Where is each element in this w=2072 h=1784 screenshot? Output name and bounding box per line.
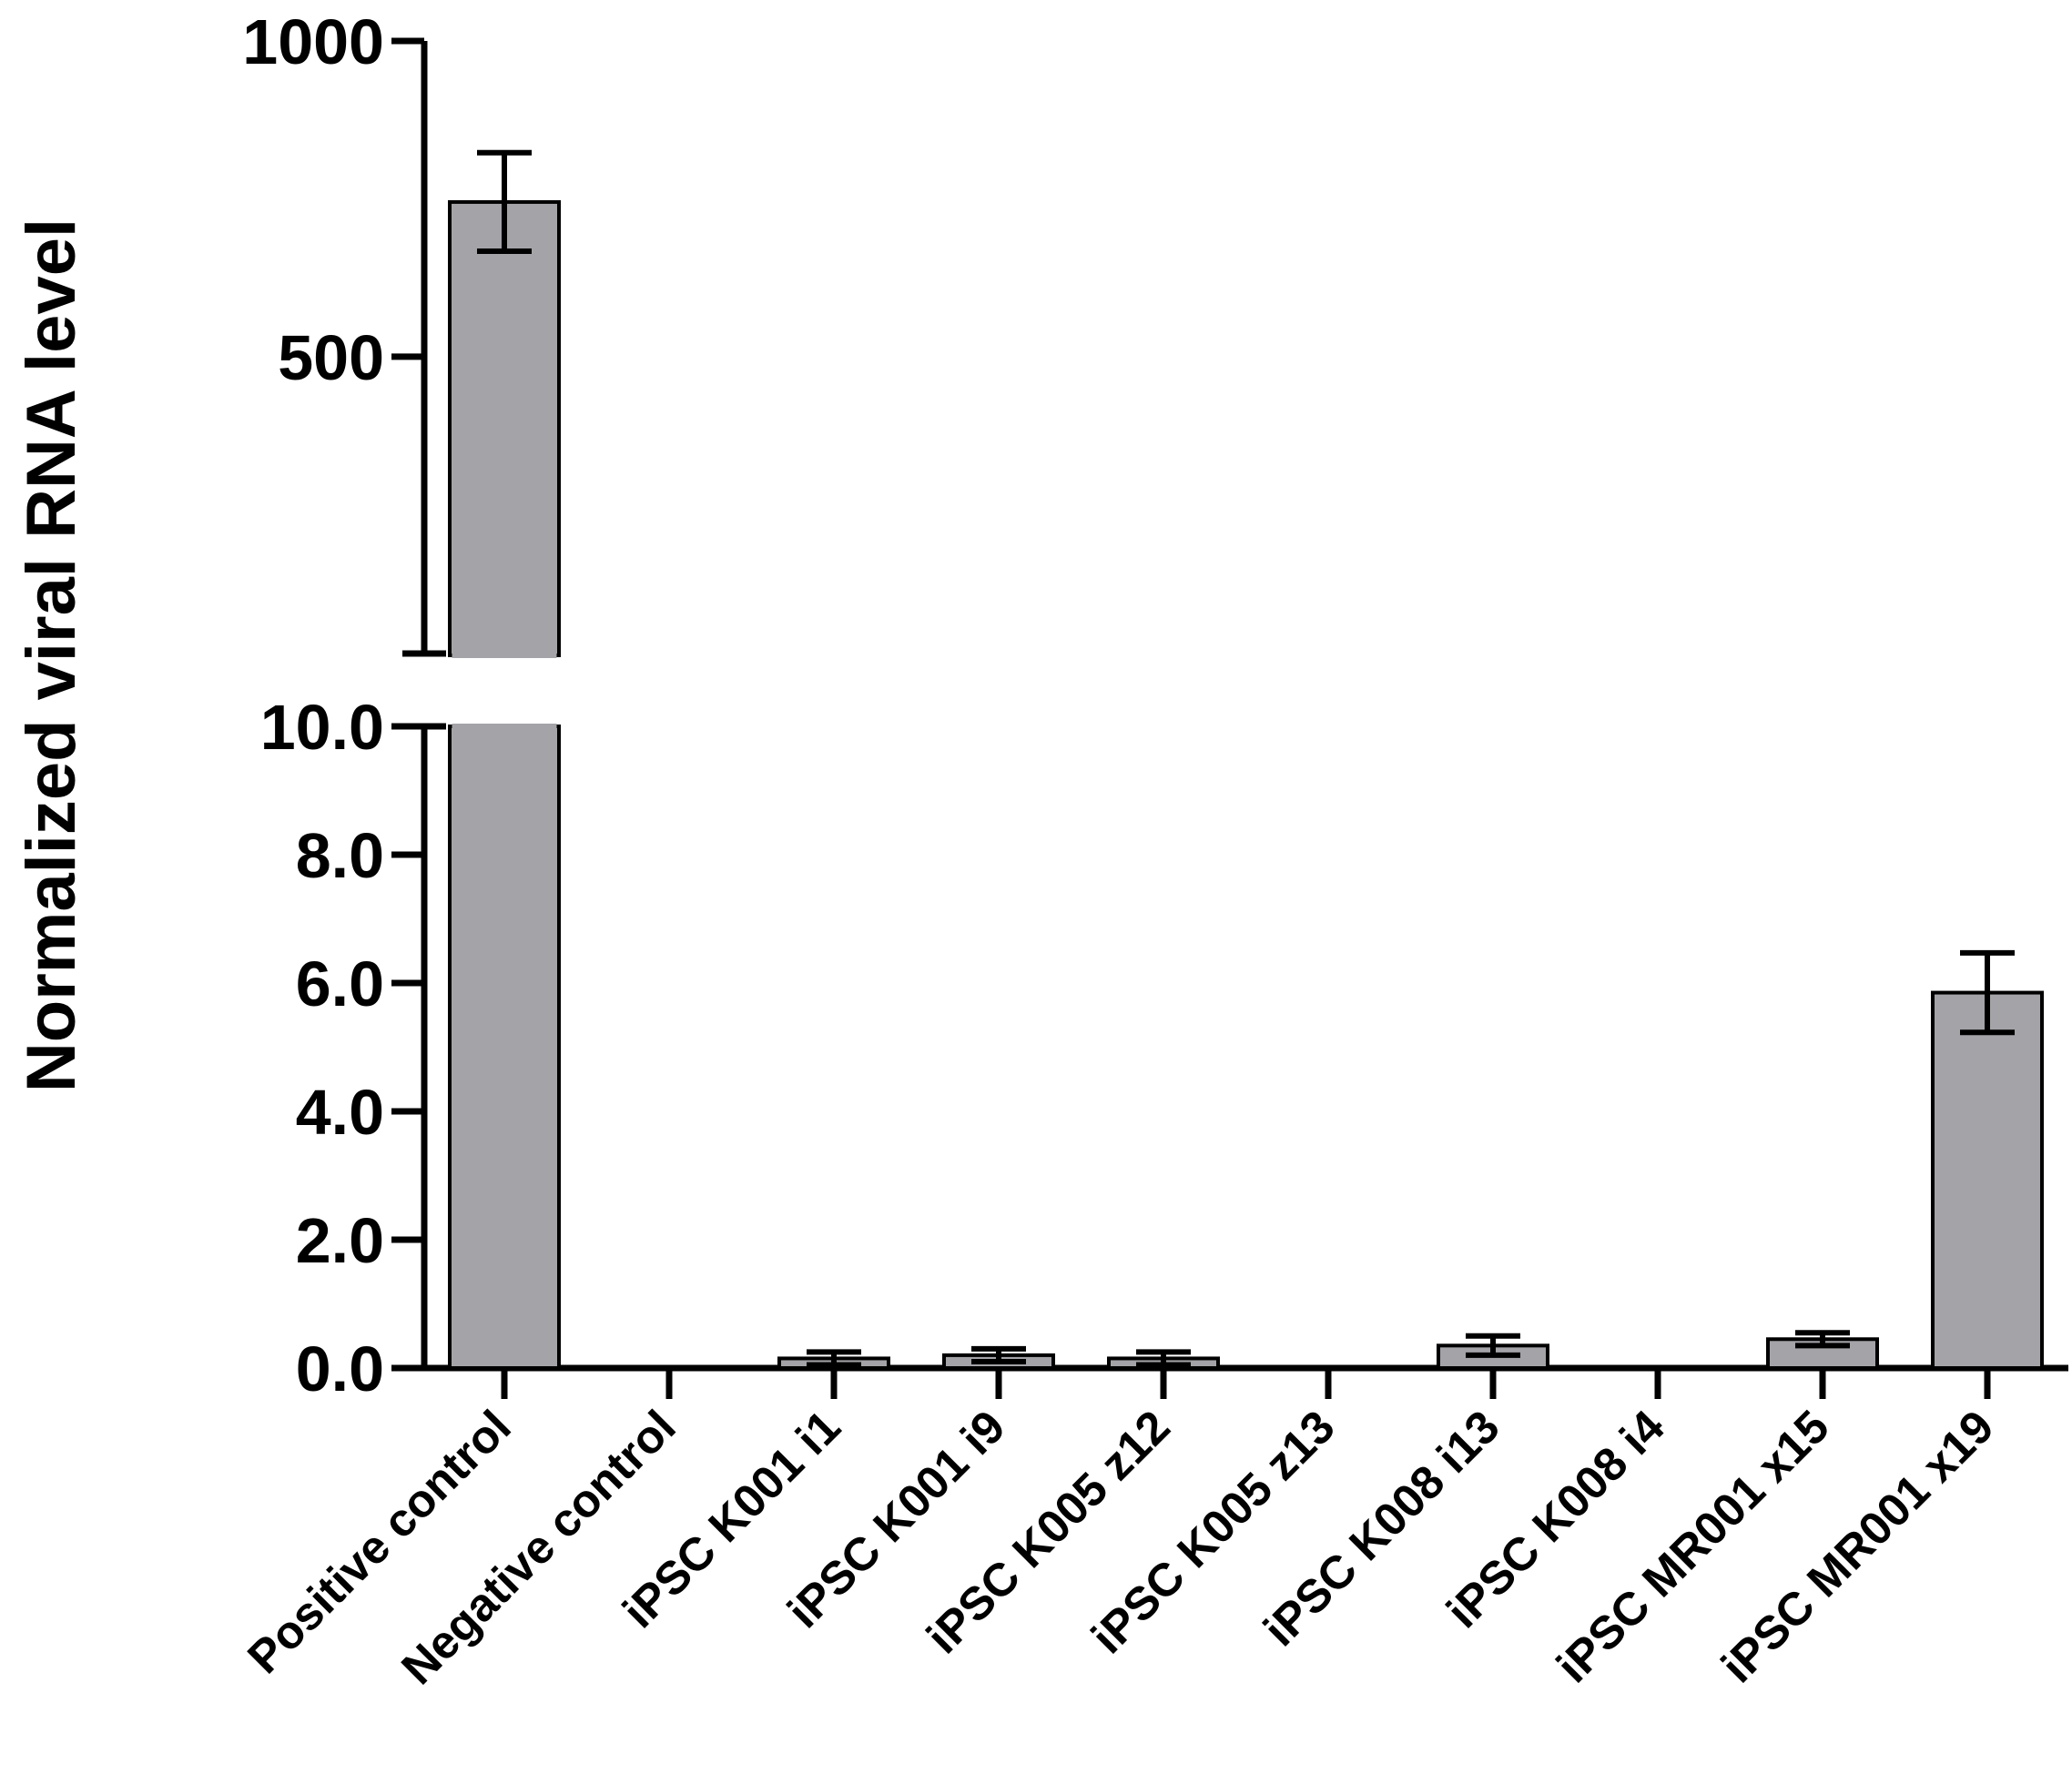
bar-break-mask xyxy=(452,651,557,658)
y-tick-label: 0.0 xyxy=(296,1333,384,1404)
y-tick-label: 4.0 xyxy=(296,1077,384,1148)
bar xyxy=(1931,990,2044,1370)
axes xyxy=(391,37,2068,1399)
y-tick-label: 10.0 xyxy=(260,692,384,763)
x-category-label: iPSC MR001 x19 xyxy=(1711,1400,2004,1692)
y-tick-label: 2.0 xyxy=(296,1205,384,1276)
bar xyxy=(448,199,561,658)
y-axis-label: Normalized viral RNA level xyxy=(13,218,90,1092)
y-tick-label: 8.0 xyxy=(296,820,384,891)
x-category-label: iPSC MR001 x15 xyxy=(1547,1400,1839,1692)
x-category-label: Negative control xyxy=(391,1400,686,1694)
bars xyxy=(448,149,2044,1371)
y-tick-label: 1000 xyxy=(242,6,384,77)
y-tick-label: 500 xyxy=(278,322,384,393)
bar-break-mask xyxy=(452,724,557,731)
y-tick-label: 6.0 xyxy=(296,948,384,1019)
bar xyxy=(448,725,561,1370)
